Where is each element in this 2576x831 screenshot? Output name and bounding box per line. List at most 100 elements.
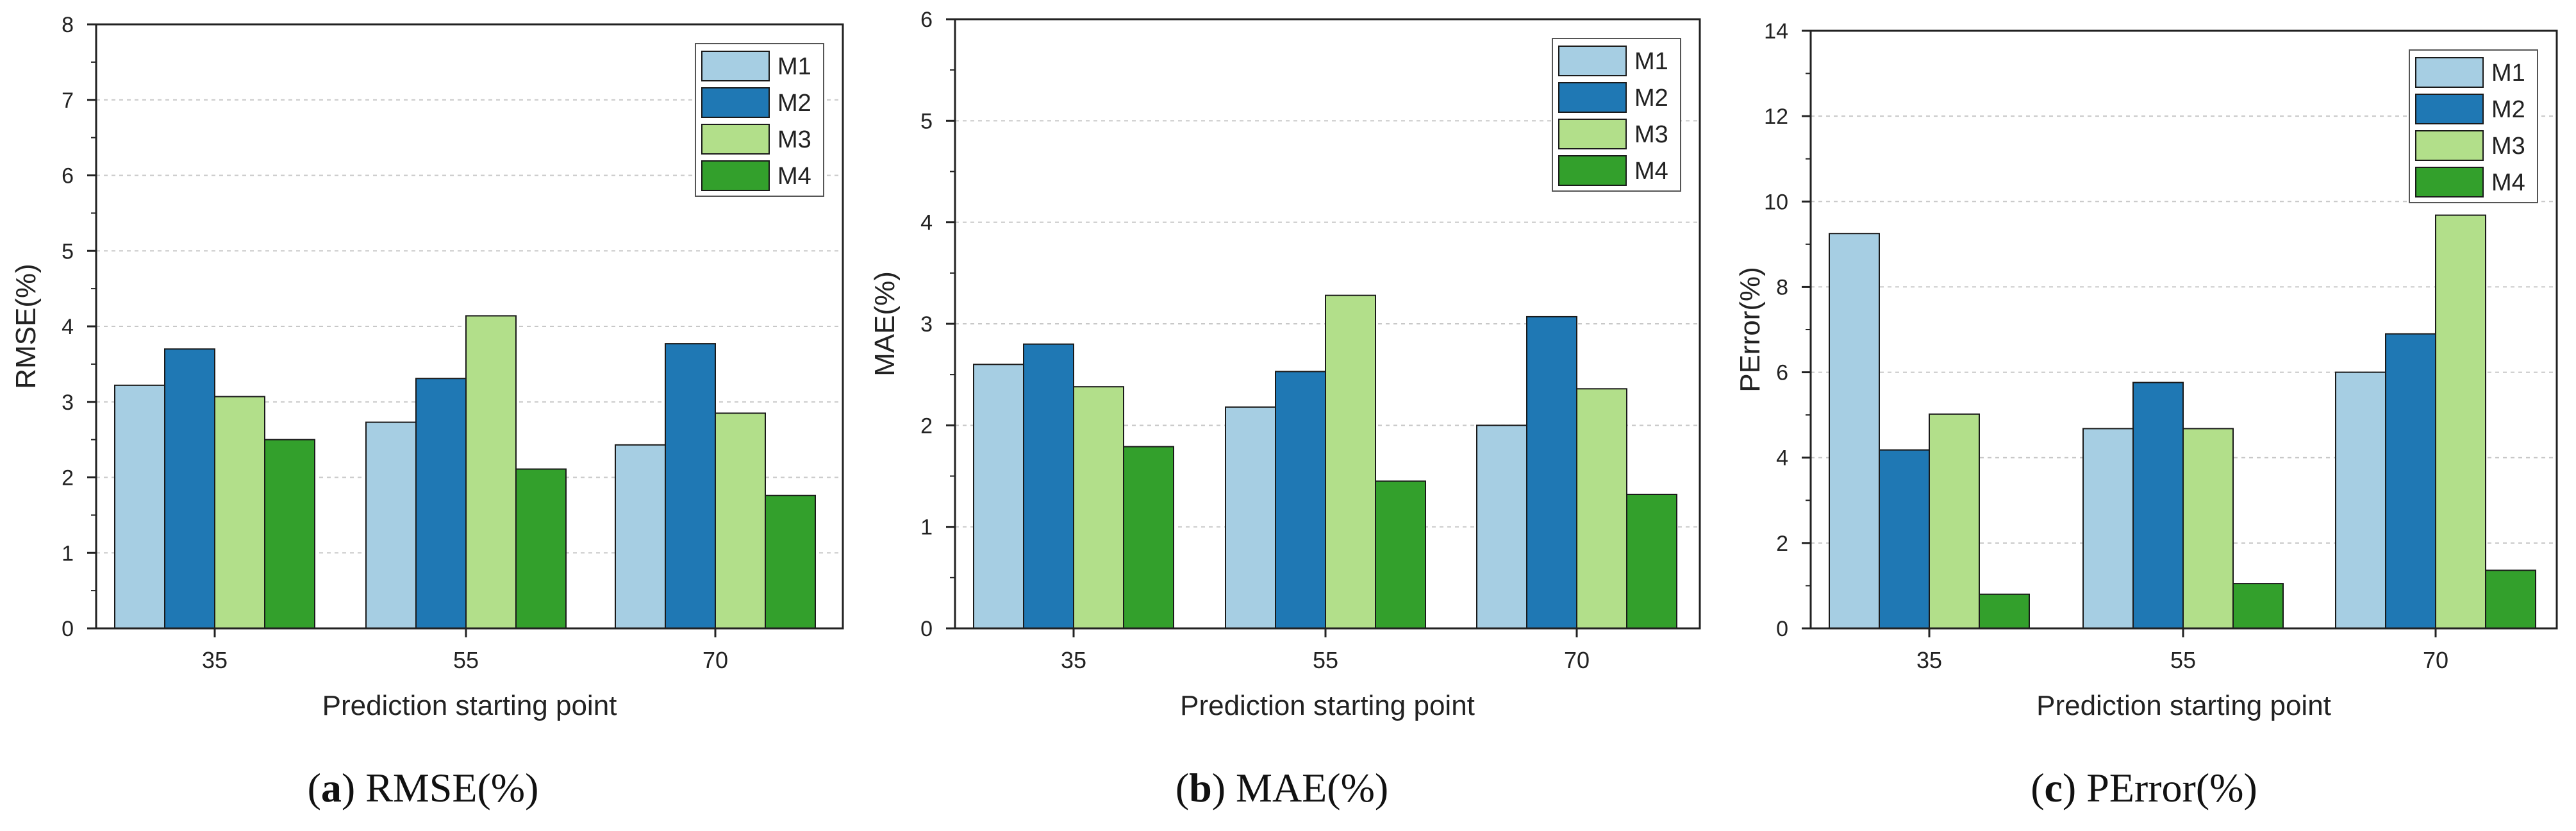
bar-m4-55 [515, 468, 567, 629]
legend-label-m4: M4 [777, 163, 811, 190]
legend-label-m4: M4 [1634, 158, 1668, 185]
y-tick-label: 14 [1764, 19, 1788, 44]
legend: M1 M2 M3 M4 [2409, 49, 2538, 203]
bar-m1-70 [615, 444, 666, 629]
bar-m4-70 [1626, 494, 1677, 629]
bar-m3-35 [1073, 386, 1124, 630]
caption-letter: a [321, 765, 342, 810]
y-tick-label: 0 [920, 617, 933, 641]
panel-caption: (a) RMSE(%) [308, 765, 539, 810]
bar-m4-70 [2485, 569, 2536, 629]
y-tick-label: 12 [1764, 105, 1788, 129]
legend-label-m2: M2 [777, 90, 811, 117]
y-tick-label: 6 [1776, 361, 1788, 385]
bar-m1-35 [1829, 233, 1880, 629]
x-tick-label: 55 [453, 647, 479, 673]
legend-label-m3: M3 [777, 126, 811, 153]
bar-m3-55 [1325, 294, 1376, 629]
bar-m2-55 [2132, 382, 2184, 629]
bar-m3-35 [214, 396, 265, 629]
bar-m3-55 [2182, 428, 2234, 630]
y-tick-label: 2 [920, 414, 933, 438]
legend-swatch-m1 [1558, 46, 1627, 76]
legend-label-m1: M1 [1634, 48, 1668, 75]
bar-m1-70 [1476, 424, 1527, 629]
legend-label-m3: M3 [2491, 133, 2525, 160]
y-tick-label: 8 [1776, 275, 1788, 299]
y-tick-label: 4 [1776, 446, 1788, 471]
legend-swatch-m3 [1558, 119, 1627, 149]
legend: M1 M2 M3 M4 [1552, 38, 1681, 192]
y-tick-label: 8 [62, 13, 74, 37]
bar-m1-35 [114, 384, 165, 629]
bar-m4-35 [264, 439, 315, 629]
legend-label-m3: M3 [1634, 121, 1668, 148]
y-tick-label: 4 [62, 315, 74, 339]
legend-label-m2: M2 [2491, 96, 2525, 123]
legend-swatch-m4 [1558, 155, 1627, 186]
legend-swatch-m2 [1558, 82, 1627, 113]
legend-swatch-m3 [701, 124, 770, 155]
legend-label-m1: M1 [2491, 60, 2525, 87]
axes-frame [954, 18, 1701, 630]
x-axis-label: Prediction starting point [1180, 690, 1475, 721]
bar-m4-70 [765, 494, 816, 630]
bar-m3-70 [715, 412, 766, 629]
legend-swatch-m2 [701, 87, 770, 118]
y-tick-label: 0 [62, 617, 74, 641]
x-tick-label: 55 [2170, 647, 2196, 673]
bar-m3-35 [1929, 413, 1980, 629]
bar-m2-70 [2385, 333, 2436, 630]
y-tick-label: 5 [62, 239, 74, 264]
bar-m1-70 [2335, 371, 2386, 629]
y-tick-label: 5 [920, 109, 933, 133]
x-tick-label: 70 [2423, 647, 2448, 673]
bar-m2-35 [1023, 343, 1074, 630]
bar-m3-70 [1576, 388, 1627, 629]
legend-swatch-m2 [2415, 94, 2484, 124]
bar-m1-55 [2082, 428, 2134, 630]
bar-m3-55 [465, 315, 517, 629]
chart-panel-2: 0 1 2 3 4 5 6 35 55 70 Prediction starting point MA… [869, 8, 1701, 810]
caption-text: MAE(%) [1236, 765, 1388, 810]
panel-caption: (b) MAE(%) [1176, 765, 1388, 810]
bar-m4-55 [1375, 480, 1426, 630]
bar-m2-70 [1526, 315, 1577, 629]
x-axis-label: Prediction starting point [2036, 690, 2331, 721]
x-tick-label: 70 [1564, 647, 1590, 673]
bar-m2-35 [164, 348, 215, 629]
bar-m1-55 [365, 421, 417, 629]
legend-swatch-m1 [701, 51, 770, 81]
caption-text: PError(%) [2086, 765, 2257, 810]
y-tick-label: 1 [920, 516, 933, 540]
bar-m1-55 [1225, 406, 1276, 629]
legend-label-m4: M4 [2491, 169, 2525, 196]
y-tick-label: 7 [62, 88, 74, 113]
x-tick-label: 35 [1061, 647, 1086, 673]
y-tick-label: 10 [1764, 190, 1788, 214]
y-tick-label: 1 [62, 541, 74, 566]
panel-caption: (c) PError(%) [2031, 765, 2257, 810]
y-tick-label: 3 [62, 390, 74, 415]
y-axis-label: RMSE(%) [10, 264, 42, 389]
bar-m1-35 [973, 364, 1024, 629]
bar-m4-35 [1123, 446, 1174, 629]
bar-m2-70 [665, 343, 716, 630]
bar-m4-55 [2232, 583, 2284, 629]
y-tick-label: 3 [920, 312, 933, 337]
legend-swatch-m4 [701, 160, 770, 191]
caption-letter: b [1189, 765, 1212, 810]
x-tick-label: 70 [702, 647, 728, 673]
legend-label-m1: M1 [777, 53, 811, 80]
legend-label-m2: M2 [1634, 85, 1668, 112]
y-axis-label: MAE(%) [869, 271, 901, 376]
y-tick-label: 0 [1776, 617, 1788, 641]
caption-text: RMSE(%) [365, 765, 538, 810]
x-tick-label: 35 [202, 647, 228, 673]
axes-frame [95, 23, 844, 630]
y-tick-label: 6 [62, 164, 74, 189]
x-tick-label: 35 [1916, 647, 1942, 673]
bar-m2-55 [1275, 371, 1326, 630]
x-tick-label: 55 [1313, 647, 1338, 673]
